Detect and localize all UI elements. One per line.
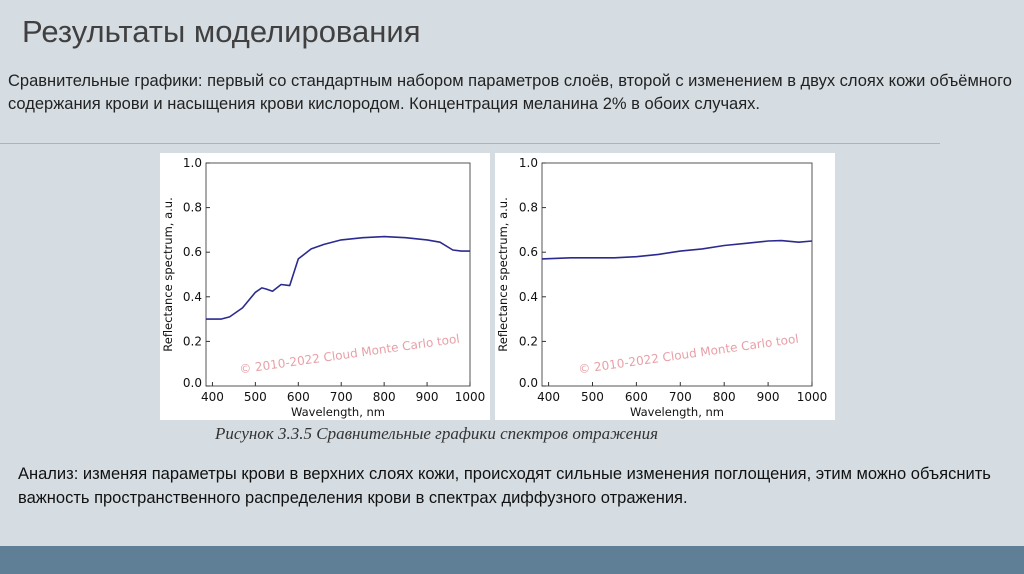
divider — [0, 143, 940, 144]
plot-frame — [541, 162, 813, 387]
plot-frame — [205, 162, 471, 387]
y-tick-label: 0.8 — [183, 201, 202, 215]
y-tick-label: 0.2 — [519, 334, 538, 348]
x-tick-label: 500 — [581, 390, 604, 404]
y-tick-label: 0.0 — [183, 376, 202, 390]
watermark: © 2010-2022 Cloud Monte Carlo tool — [238, 332, 460, 377]
x-tick-label: 700 — [330, 390, 353, 404]
x-tick-label: 700 — [669, 390, 692, 404]
x-tick-label: 800 — [713, 390, 736, 404]
y-tick-label: 0.6 — [519, 245, 538, 259]
y-tick-label: 0.2 — [183, 334, 202, 348]
x-tick-label: 600 — [287, 390, 310, 404]
x-tick-label: 400 — [537, 390, 560, 404]
y-tick-label: 1.0 — [183, 156, 202, 170]
figure-caption: Рисунок 3.3.5 Сравнительные графики спек… — [215, 424, 659, 443]
x-axis-label: Wavelength, nm — [630, 405, 724, 419]
chart-svg-1: © 2010-2022 Cloud Monte Carlo tool 400 500… — [161, 156, 486, 419]
y-axis-label: Reflectance spectrum, a.u. — [496, 197, 510, 351]
y-tick-label: 0.0 — [519, 376, 538, 390]
chart-modified: © 2010-2022 Cloud Monte Carlo tool 400 500… — [495, 153, 835, 420]
chart-svg-2: © 2010-2022 Cloud Monte Carlo tool 400 500… — [496, 156, 828, 419]
y-tick-label: 0.4 — [519, 290, 538, 304]
y-tick-label: 0.8 — [519, 201, 538, 215]
x-tick-label: 1000 — [455, 390, 486, 404]
x-tick-label: 900 — [416, 390, 439, 404]
watermark: © 2010-2022 Cloud Monte Carlo tool — [577, 332, 799, 377]
intro-text: Сравнительные графики: первый со стандар… — [8, 72, 1012, 113]
reflectance-line — [541, 239, 813, 260]
x-tick-label: 400 — [201, 390, 224, 404]
x-tick-label: 500 — [244, 390, 267, 404]
bottom-bar — [0, 546, 1024, 574]
analysis-text: Анализ: изменяя параметры крови в верхни… — [18, 465, 991, 507]
y-tick-label: 1.0 — [519, 156, 538, 170]
x-tick-label: 800 — [373, 390, 396, 404]
chart-standard: © 2010-2022 Cloud Monte Carlo tool 400 500… — [160, 153, 490, 420]
x-tick-label: 600 — [625, 390, 648, 404]
y-axis-label: Reflectance spectrum, a.u. — [161, 197, 175, 351]
reflectance-line — [206, 235, 470, 320]
y-tick-label: 0.6 — [183, 245, 202, 259]
x-tick-label: 1000 — [797, 390, 828, 404]
slide-title: Результаты моделирования — [22, 14, 421, 49]
x-axis-label: Wavelength, nm — [291, 405, 385, 419]
x-tick-label: 900 — [757, 390, 780, 404]
y-tick-label: 0.4 — [183, 290, 202, 304]
